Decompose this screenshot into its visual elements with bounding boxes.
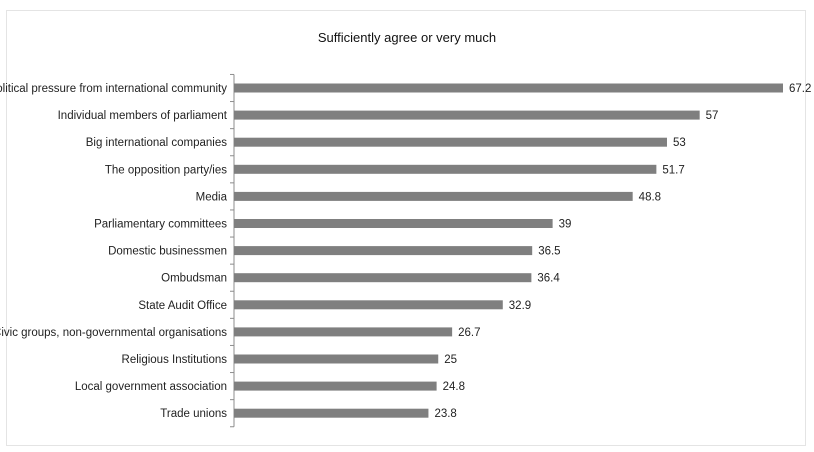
bar: [234, 408, 429, 418]
data-label: 51.7: [662, 164, 684, 176]
category-label: Trade unions: [160, 408, 227, 420]
category-label: Individual members of parliament: [58, 110, 228, 122]
bar: [234, 354, 439, 364]
chart-frame: [6, 10, 806, 446]
bar: [234, 164, 657, 174]
data-label: 53: [673, 137, 686, 149]
category-label: Local government association: [75, 381, 227, 393]
category-label: Media: [196, 191, 228, 203]
bar: [234, 327, 453, 337]
bar: [234, 219, 553, 228]
category-label: Big international companies: [86, 137, 228, 149]
data-label: 32.9: [509, 300, 531, 312]
data-label: 36.5: [538, 246, 560, 258]
bar: [234, 300, 503, 310]
bar: [234, 246, 533, 256]
bar: [234, 83, 783, 93]
data-label: 26.7: [458, 327, 480, 339]
category-label: State Audit Office: [138, 300, 227, 312]
data-label: 67.2: [789, 83, 811, 95]
category-label: Ombudsman: [161, 273, 227, 285]
category-label: The opposition party/ies: [105, 164, 227, 176]
data-label: 39: [559, 219, 572, 231]
category-label: Parliamentary committees: [94, 219, 227, 231]
bar: [234, 273, 532, 283]
data-label: 57: [706, 110, 719, 122]
category-label: Civic groups, non-governmental organisat…: [0, 327, 227, 339]
bar: [234, 137, 667, 147]
category-label: Political pressure from international co…: [0, 83, 227, 95]
bar: [234, 110, 700, 120]
data-label: 25: [444, 354, 457, 366]
bar: [234, 381, 437, 391]
data-label: 48.8: [639, 191, 661, 203]
category-label: Domestic businessmen: [108, 246, 227, 258]
data-label: 24.8: [443, 381, 465, 393]
category-label: Religious Institutions: [122, 354, 228, 366]
data-label: 36.4: [537, 273, 560, 285]
data-label: 23.8: [434, 408, 456, 420]
chart-title: Sufficiently agree or very much: [317, 30, 497, 45]
bar: [234, 191, 633, 201]
